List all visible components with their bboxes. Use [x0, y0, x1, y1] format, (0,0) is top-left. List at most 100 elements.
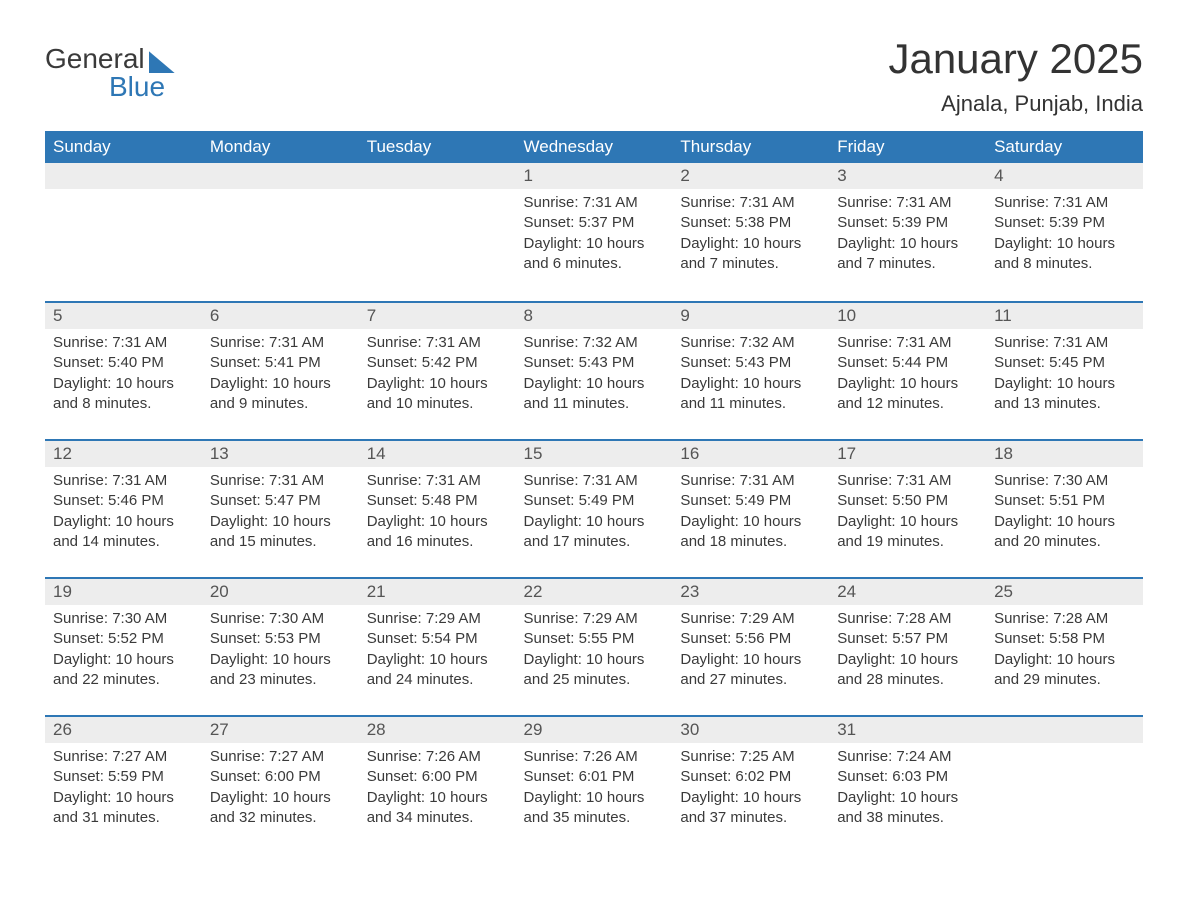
calendar-day-cell: 16Sunrise: 7:31 AMSunset: 5:49 PMDayligh…: [672, 439, 829, 577]
sunrise-text: Sunrise: 7:26 AM: [367, 747, 508, 767]
weekday-header: Sunday: [45, 131, 202, 163]
day-details: Sunrise: 7:29 AMSunset: 5:56 PMDaylight:…: [672, 605, 829, 698]
day-number: 18: [986, 439, 1143, 467]
calendar-day-cell: [986, 715, 1143, 853]
calendar-day-cell: [359, 163, 516, 301]
day-number: 29: [516, 715, 673, 743]
daylight-text: Daylight: 10 hours and 38 minutes.: [837, 788, 978, 829]
calendar-day-cell: [202, 163, 359, 301]
calendar-day-cell: 9Sunrise: 7:32 AMSunset: 5:43 PMDaylight…: [672, 301, 829, 439]
day-number: [202, 163, 359, 189]
calendar-day-cell: 22Sunrise: 7:29 AMSunset: 5:55 PMDayligh…: [516, 577, 673, 715]
sunrise-text: Sunrise: 7:32 AM: [524, 333, 665, 353]
day-number: 15: [516, 439, 673, 467]
day-number: 4: [986, 163, 1143, 189]
daylight-text: Daylight: 10 hours and 7 minutes.: [837, 234, 978, 275]
calendar-day-cell: 5Sunrise: 7:31 AMSunset: 5:40 PMDaylight…: [45, 301, 202, 439]
calendar-table: Sunday Monday Tuesday Wednesday Thursday…: [45, 131, 1143, 853]
day-details: Sunrise: 7:28 AMSunset: 5:58 PMDaylight:…: [986, 605, 1143, 698]
weekday-header: Friday: [829, 131, 986, 163]
daylight-text: Daylight: 10 hours and 16 minutes.: [367, 512, 508, 553]
sunrise-text: Sunrise: 7:31 AM: [367, 471, 508, 491]
daylight-text: Daylight: 10 hours and 25 minutes.: [524, 650, 665, 691]
calendar-day-cell: 18Sunrise: 7:30 AMSunset: 5:51 PMDayligh…: [986, 439, 1143, 577]
day-number: 24: [829, 577, 986, 605]
calendar-week-row: 26Sunrise: 7:27 AMSunset: 5:59 PMDayligh…: [45, 715, 1143, 853]
daylight-text: Daylight: 10 hours and 10 minutes.: [367, 374, 508, 415]
day-number: 2: [672, 163, 829, 189]
calendar-day-cell: 1Sunrise: 7:31 AMSunset: 5:37 PMDaylight…: [516, 163, 673, 301]
logo-word1: General: [45, 45, 145, 73]
daylight-text: Daylight: 10 hours and 32 minutes.: [210, 788, 351, 829]
sunset-text: Sunset: 5:50 PM: [837, 491, 978, 511]
day-number: 11: [986, 301, 1143, 329]
sunset-text: Sunset: 5:45 PM: [994, 353, 1135, 373]
daylight-text: Daylight: 10 hours and 11 minutes.: [680, 374, 821, 415]
day-details: Sunrise: 7:27 AMSunset: 6:00 PMDaylight:…: [202, 743, 359, 836]
daylight-text: Daylight: 10 hours and 19 minutes.: [837, 512, 978, 553]
sunset-text: Sunset: 5:39 PM: [994, 213, 1135, 233]
weekday-header-row: Sunday Monday Tuesday Wednesday Thursday…: [45, 131, 1143, 163]
calendar-week-row: 19Sunrise: 7:30 AMSunset: 5:52 PMDayligh…: [45, 577, 1143, 715]
daylight-text: Daylight: 10 hours and 24 minutes.: [367, 650, 508, 691]
day-number: [986, 715, 1143, 743]
location-subtitle: Ajnala, Punjab, India: [888, 91, 1143, 117]
calendar-day-cell: 4Sunrise: 7:31 AMSunset: 5:39 PMDaylight…: [986, 163, 1143, 301]
daylight-text: Daylight: 10 hours and 13 minutes.: [994, 374, 1135, 415]
sunrise-text: Sunrise: 7:31 AM: [524, 471, 665, 491]
day-number: [45, 163, 202, 189]
day-number: 12: [45, 439, 202, 467]
calendar-day-cell: 29Sunrise: 7:26 AMSunset: 6:01 PMDayligh…: [516, 715, 673, 853]
day-details: Sunrise: 7:31 AMSunset: 5:45 PMDaylight:…: [986, 329, 1143, 422]
sunrise-text: Sunrise: 7:31 AM: [210, 471, 351, 491]
calendar-day-cell: 25Sunrise: 7:28 AMSunset: 5:58 PMDayligh…: [986, 577, 1143, 715]
sunrise-text: Sunrise: 7:31 AM: [367, 333, 508, 353]
day-number: 19: [45, 577, 202, 605]
sunrise-text: Sunrise: 7:31 AM: [994, 333, 1135, 353]
day-number: 1: [516, 163, 673, 189]
sunset-text: Sunset: 5:52 PM: [53, 629, 194, 649]
day-details: Sunrise: 7:31 AMSunset: 5:39 PMDaylight:…: [986, 189, 1143, 282]
sunset-text: Sunset: 5:48 PM: [367, 491, 508, 511]
calendar-day-cell: 2Sunrise: 7:31 AMSunset: 5:38 PMDaylight…: [672, 163, 829, 301]
daylight-text: Daylight: 10 hours and 20 minutes.: [994, 512, 1135, 553]
day-details: Sunrise: 7:31 AMSunset: 5:38 PMDaylight:…: [672, 189, 829, 282]
day-number: 13: [202, 439, 359, 467]
day-details: Sunrise: 7:31 AMSunset: 5:46 PMDaylight:…: [45, 467, 202, 560]
weekday-header: Wednesday: [516, 131, 673, 163]
sunrise-text: Sunrise: 7:29 AM: [524, 609, 665, 629]
day-number: 9: [672, 301, 829, 329]
sunrise-text: Sunrise: 7:28 AM: [994, 609, 1135, 629]
day-number: 6: [202, 301, 359, 329]
calendar-day-cell: 10Sunrise: 7:31 AMSunset: 5:44 PMDayligh…: [829, 301, 986, 439]
calendar-day-cell: 23Sunrise: 7:29 AMSunset: 5:56 PMDayligh…: [672, 577, 829, 715]
daylight-text: Daylight: 10 hours and 22 minutes.: [53, 650, 194, 691]
daylight-text: Daylight: 10 hours and 8 minutes.: [53, 374, 194, 415]
calendar-day-cell: 6Sunrise: 7:31 AMSunset: 5:41 PMDaylight…: [202, 301, 359, 439]
day-number: 25: [986, 577, 1143, 605]
daylight-text: Daylight: 10 hours and 6 minutes.: [524, 234, 665, 275]
logo-triangle-icon: [149, 51, 175, 73]
day-details: Sunrise: 7:24 AMSunset: 6:03 PMDaylight:…: [829, 743, 986, 836]
title-block: January 2025 Ajnala, Punjab, India: [888, 35, 1143, 117]
day-details: Sunrise: 7:31 AMSunset: 5:48 PMDaylight:…: [359, 467, 516, 560]
daylight-text: Daylight: 10 hours and 7 minutes.: [680, 234, 821, 275]
day-details: Sunrise: 7:29 AMSunset: 5:55 PMDaylight:…: [516, 605, 673, 698]
day-details: Sunrise: 7:31 AMSunset: 5:41 PMDaylight:…: [202, 329, 359, 422]
sunset-text: Sunset: 6:00 PM: [367, 767, 508, 787]
sunset-text: Sunset: 5:43 PM: [680, 353, 821, 373]
sunrise-text: Sunrise: 7:26 AM: [524, 747, 665, 767]
sunset-text: Sunset: 5:40 PM: [53, 353, 194, 373]
sunset-text: Sunset: 5:53 PM: [210, 629, 351, 649]
day-number: 14: [359, 439, 516, 467]
day-number: 16: [672, 439, 829, 467]
sunset-text: Sunset: 5:44 PM: [837, 353, 978, 373]
day-details: Sunrise: 7:32 AMSunset: 5:43 PMDaylight:…: [516, 329, 673, 422]
daylight-text: Daylight: 10 hours and 9 minutes.: [210, 374, 351, 415]
daylight-text: Daylight: 10 hours and 37 minutes.: [680, 788, 821, 829]
daylight-text: Daylight: 10 hours and 27 minutes.: [680, 650, 821, 691]
day-number: 30: [672, 715, 829, 743]
calendar-day-cell: 13Sunrise: 7:31 AMSunset: 5:47 PMDayligh…: [202, 439, 359, 577]
daylight-text: Daylight: 10 hours and 12 minutes.: [837, 374, 978, 415]
sunset-text: Sunset: 5:37 PM: [524, 213, 665, 233]
